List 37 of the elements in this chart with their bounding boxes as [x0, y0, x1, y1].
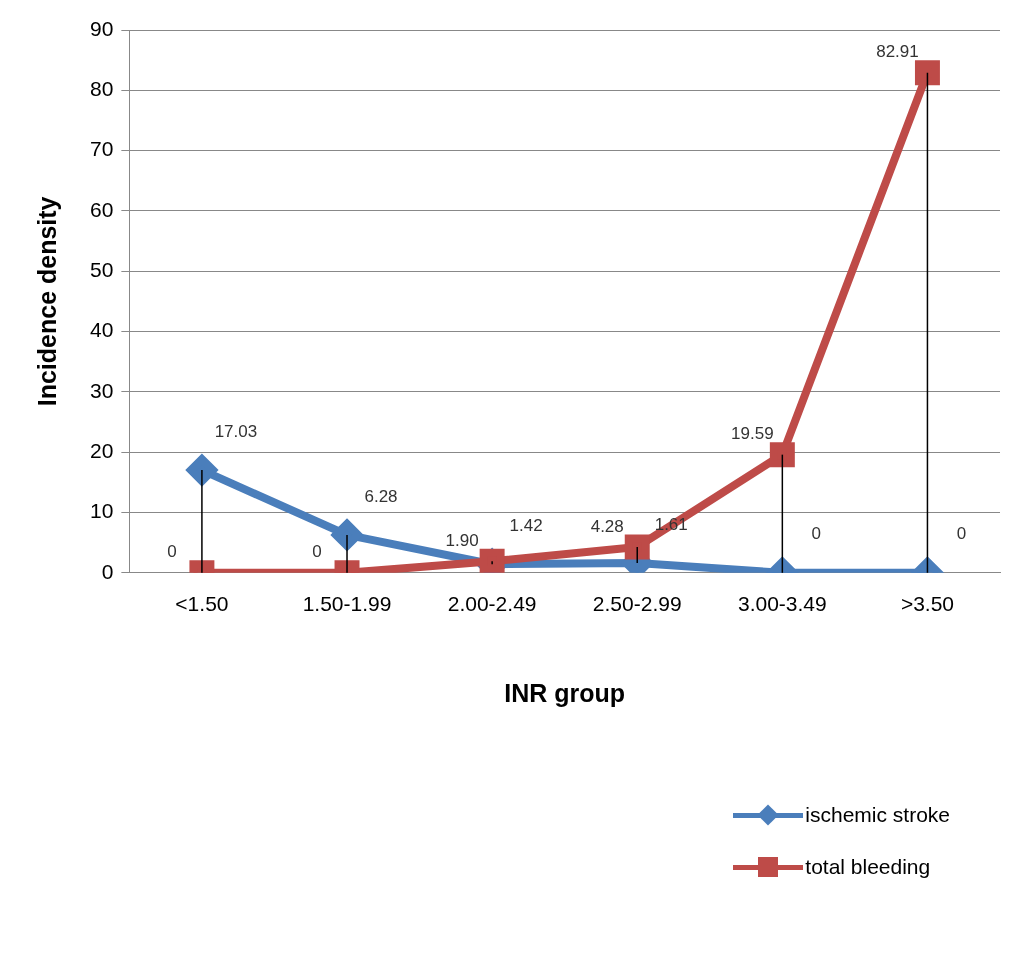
y-tick-label: 10: [90, 499, 114, 523]
y-axis-title: Incidence density: [32, 196, 61, 407]
data-label: 17.03: [214, 421, 258, 441]
point: [769, 442, 795, 468]
x-tick-label: <1.50: [175, 592, 229, 616]
data-label: 0: [312, 542, 322, 562]
data-label: 0: [956, 524, 967, 544]
x-tick-label: 2.00-2.49: [447, 592, 537, 616]
data-label: 0: [167, 542, 177, 562]
y-tick-label: 60: [90, 197, 114, 221]
point: [332, 519, 363, 550]
y-tick-label: 0: [101, 559, 114, 583]
y-tick-label: 90: [90, 16, 114, 40]
y-tick-label: 70: [90, 137, 114, 161]
y-tick-label: 40: [90, 318, 114, 342]
data-label: 1.42: [509, 515, 543, 535]
y-tick-label: 20: [90, 438, 114, 462]
point: [914, 60, 940, 86]
data-label: 19.59: [731, 424, 774, 444]
y-tick-label: 50: [90, 258, 114, 282]
legend-label: ischemic stroke: [805, 803, 950, 827]
data-label: 0: [811, 524, 822, 544]
data-label: 6.28: [364, 486, 398, 506]
y-tick-label: 80: [90, 77, 114, 101]
x-axis-title: INR group: [504, 678, 626, 707]
y-tick-label: 30: [90, 378, 114, 402]
x-tick-label: >3.50: [900, 592, 955, 616]
point: [624, 534, 650, 560]
point: [479, 548, 505, 573]
data-label: 82.91: [876, 42, 919, 62]
x-tick-label: 1.50-1.99: [302, 592, 392, 616]
x-tick-label: 2.50-2.99: [592, 592, 682, 616]
data-label: 4.28: [590, 516, 624, 536]
point: [186, 455, 217, 486]
x-tick-label: 3.00-3.49: [737, 592, 827, 616]
legend-label: total bleeding: [805, 855, 931, 879]
data-label: 1.90: [445, 531, 479, 551]
